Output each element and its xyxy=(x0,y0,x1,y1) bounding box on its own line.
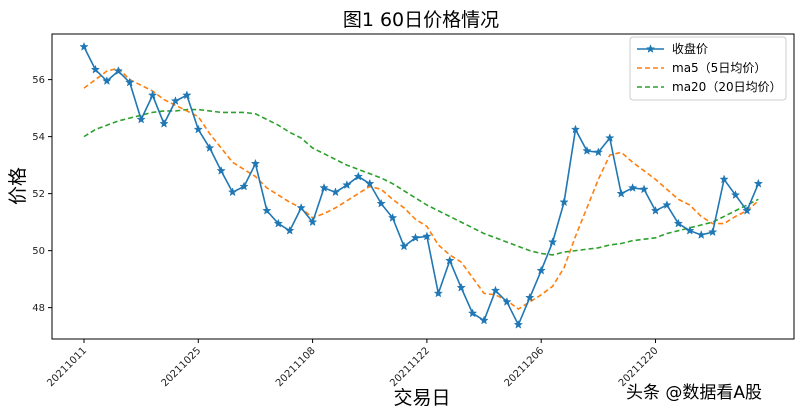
series-line xyxy=(83,46,760,327)
plot-area xyxy=(51,33,795,340)
data-point xyxy=(673,218,684,228)
data-point xyxy=(365,178,375,188)
data-point xyxy=(605,133,615,143)
data-point xyxy=(547,237,558,247)
data-point xyxy=(685,225,695,235)
chart-title: 图1 60日价格情况 xyxy=(343,9,499,31)
legend-label: ma5（5日均价） xyxy=(672,61,766,75)
data-point xyxy=(193,124,203,134)
data-point xyxy=(456,282,466,292)
series-2 xyxy=(83,108,759,256)
data-point xyxy=(147,90,158,100)
data-point xyxy=(719,174,729,184)
data-point xyxy=(102,76,112,86)
y-tick-label: 50 xyxy=(32,246,45,257)
data-point xyxy=(662,200,672,210)
data-point xyxy=(467,308,478,318)
data-point xyxy=(445,255,455,265)
data-point xyxy=(136,114,146,124)
data-point xyxy=(125,77,135,87)
data-point xyxy=(205,143,215,152)
data-point xyxy=(307,217,318,227)
data-point xyxy=(216,165,226,175)
y-tick-label: 52 xyxy=(32,189,45,200)
legend-label: 收盘价 xyxy=(672,41,708,56)
data-point xyxy=(159,118,169,128)
series-line xyxy=(83,67,759,311)
data-point xyxy=(113,66,123,76)
series-1 xyxy=(83,67,759,311)
data-point xyxy=(730,190,741,200)
data-point xyxy=(285,225,295,235)
series-line xyxy=(83,108,759,256)
data-point xyxy=(502,297,512,306)
x-tick-label: 20211011 xyxy=(45,345,89,389)
data-point xyxy=(639,184,649,194)
data-point xyxy=(707,227,718,237)
data-point xyxy=(433,288,443,298)
data-point xyxy=(593,147,604,157)
data-point xyxy=(490,285,501,295)
y-tick-label: 54 xyxy=(32,132,45,143)
data-point xyxy=(79,41,89,51)
data-point xyxy=(479,315,489,325)
x-tick-label: 20211122 xyxy=(388,345,432,389)
data-point xyxy=(627,183,638,192)
data-point xyxy=(650,205,661,215)
data-point xyxy=(559,197,569,207)
data-point xyxy=(525,292,535,302)
legend-marker xyxy=(645,44,656,53)
y-axis-title: 价格 xyxy=(7,167,29,205)
data-point xyxy=(319,183,329,192)
data-point xyxy=(262,205,272,215)
legend: 收盘价 ma5（5日均价） ma20（20日均价） xyxy=(629,36,787,101)
data-point xyxy=(582,145,592,155)
data-point xyxy=(342,180,352,190)
data-point xyxy=(182,90,192,100)
x-tick-label: 20211108 xyxy=(274,345,318,389)
data-point xyxy=(570,124,581,134)
x-axis: 20211011 20211025 20211108 20211122 20211206… xyxy=(45,339,661,389)
data-point xyxy=(742,205,752,215)
data-point xyxy=(616,188,626,198)
y-tick-label: 48 xyxy=(32,303,45,314)
x-tick-label: 20211025 xyxy=(160,345,204,389)
data-point xyxy=(170,96,181,105)
y-tick-label: 56 xyxy=(32,75,45,86)
data-point xyxy=(250,158,261,168)
data-point xyxy=(273,218,283,228)
data-point xyxy=(239,181,249,191)
data-point xyxy=(90,64,101,74)
series-0 xyxy=(79,41,764,329)
data-point xyxy=(753,178,764,188)
data-point xyxy=(422,231,432,241)
data-point xyxy=(399,241,409,251)
x-tick-label: 20211206 xyxy=(503,345,547,389)
x-axis-title: 交易日 xyxy=(393,387,450,409)
series-layer xyxy=(79,41,764,329)
data-point xyxy=(296,202,306,212)
data-point xyxy=(330,187,341,197)
data-point xyxy=(353,171,363,181)
data-point xyxy=(696,230,706,239)
data-point xyxy=(410,232,421,242)
data-point xyxy=(536,265,546,275)
watermark: 头条 @数据看A股 xyxy=(626,383,762,403)
data-point xyxy=(376,198,386,208)
data-point xyxy=(227,187,238,197)
data-point xyxy=(513,319,524,329)
data-point xyxy=(387,212,398,222)
y-axis: 48 50 52 54 56 xyxy=(32,75,52,314)
legend-label: ma20（20日均价） xyxy=(672,80,782,94)
legend-box xyxy=(629,36,787,101)
